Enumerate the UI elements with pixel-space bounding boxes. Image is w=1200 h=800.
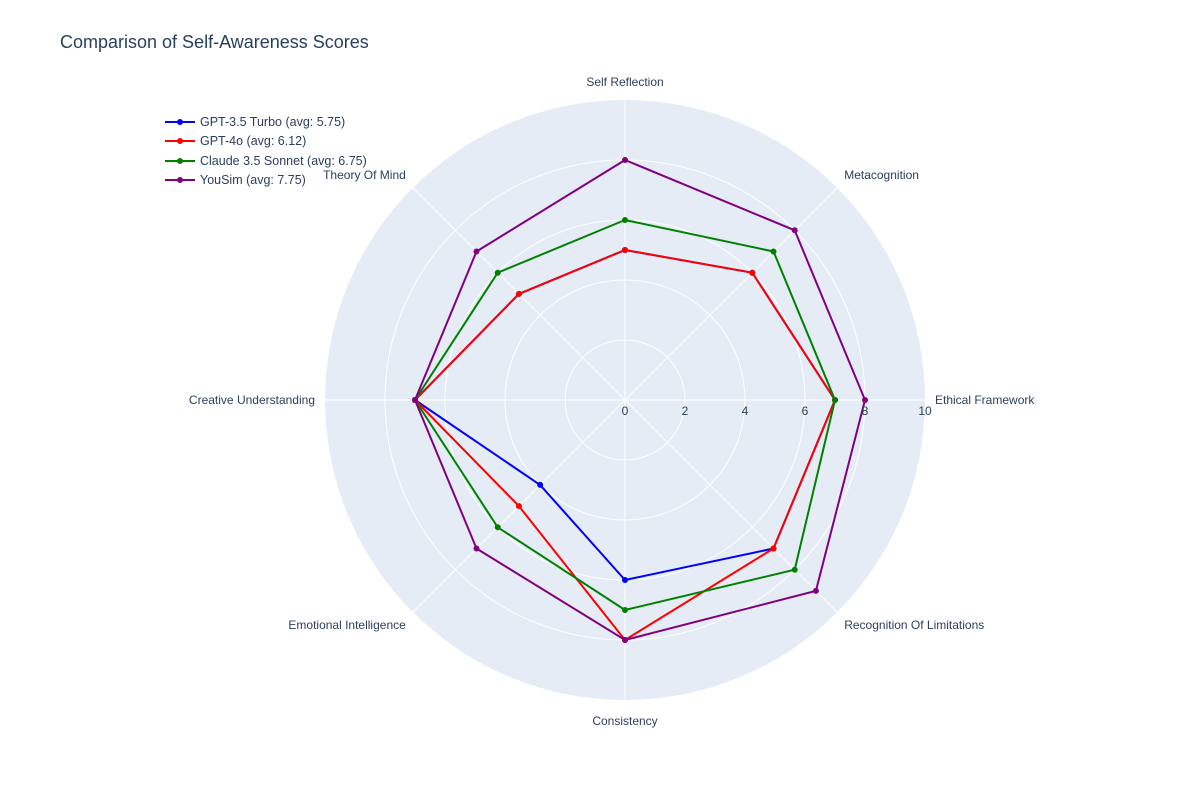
angular-gridline bbox=[624, 399, 838, 613]
legend-item[interactable]: Claude 3.5 Sonnet (avg: 6.75) bbox=[165, 151, 367, 171]
series-point-3-5 bbox=[473, 545, 480, 552]
series-point-0-4 bbox=[622, 577, 628, 583]
category-label: Self Reflection bbox=[586, 75, 663, 89]
radial-tick-label: 4 bbox=[742, 404, 749, 418]
series-point-3-4 bbox=[622, 637, 628, 643]
legend-item[interactable]: YouSim (avg: 7.75) bbox=[165, 171, 367, 191]
category-label: Recognition Of Limitations bbox=[844, 618, 984, 632]
category-label: Theory Of Mind bbox=[323, 168, 406, 182]
legend-label: GPT-4o (avg: 6.12) bbox=[200, 134, 307, 149]
legend-label: Claude 3.5 Sonnet (avg: 6.75) bbox=[200, 153, 367, 168]
radial-tick-label: 2 bbox=[682, 404, 689, 418]
series-point-3-0 bbox=[622, 157, 628, 163]
legend-item[interactable]: GPT-3.5 Turbo (avg: 5.75) bbox=[165, 112, 367, 132]
series-layer bbox=[412, 157, 868, 643]
legend-swatch bbox=[165, 156, 195, 166]
radial-tick-label: 10 bbox=[918, 404, 932, 418]
series-point-2-1 bbox=[770, 248, 777, 255]
legend-item[interactable]: GPT-4o (avg: 6.12) bbox=[165, 132, 367, 152]
series-point-2-7 bbox=[494, 269, 501, 276]
category-label: Emotional Intelligence bbox=[288, 618, 406, 632]
series-point-2-0 bbox=[622, 217, 628, 223]
series-point-1-7 bbox=[515, 290, 522, 297]
series-point-3-3 bbox=[812, 587, 819, 594]
angular-gridline bbox=[624, 187, 838, 401]
legend-swatch bbox=[165, 175, 195, 185]
series-point-3-2 bbox=[862, 397, 868, 403]
legend-swatch bbox=[165, 136, 195, 146]
radial-tick-label: 0 bbox=[622, 404, 629, 418]
category-label: Creative Understanding bbox=[189, 393, 315, 407]
legend-swatch bbox=[165, 117, 195, 127]
radial-tick-label: 8 bbox=[862, 404, 869, 418]
series-point-1-5 bbox=[515, 503, 522, 510]
series-point-2-3 bbox=[791, 566, 798, 573]
series-point-1-1 bbox=[749, 269, 756, 276]
series-point-0-5 bbox=[537, 481, 544, 488]
legend: GPT-3.5 Turbo (avg: 5.75) GPT-4o (avg: 6.… bbox=[165, 112, 367, 190]
category-label: Consistency bbox=[592, 714, 657, 728]
category-label: Ethical Framework bbox=[935, 393, 1035, 407]
series-point-2-2 bbox=[832, 397, 838, 403]
legend-label: GPT-3.5 Turbo (avg: 5.75) bbox=[200, 114, 346, 129]
series-point-3-1 bbox=[791, 227, 798, 234]
series-point-1-3 bbox=[770, 545, 777, 552]
label-layer: 0 2 4 6 8 10 Self Reflection Metacognition Ethic… bbox=[189, 75, 1035, 728]
series-point-1-0 bbox=[622, 247, 628, 253]
series-point-3-7 bbox=[473, 248, 480, 255]
legend-label: YouSim (avg: 7.75) bbox=[200, 173, 306, 188]
series-point-2-5 bbox=[494, 524, 501, 531]
series-point-3-6 bbox=[412, 397, 418, 403]
radial-tick-label: 6 bbox=[802, 404, 809, 418]
series-point-2-4 bbox=[622, 607, 628, 613]
chart-title: Comparison of Self-Awareness Scores bbox=[60, 32, 369, 52]
category-label: Metacognition bbox=[844, 168, 919, 182]
